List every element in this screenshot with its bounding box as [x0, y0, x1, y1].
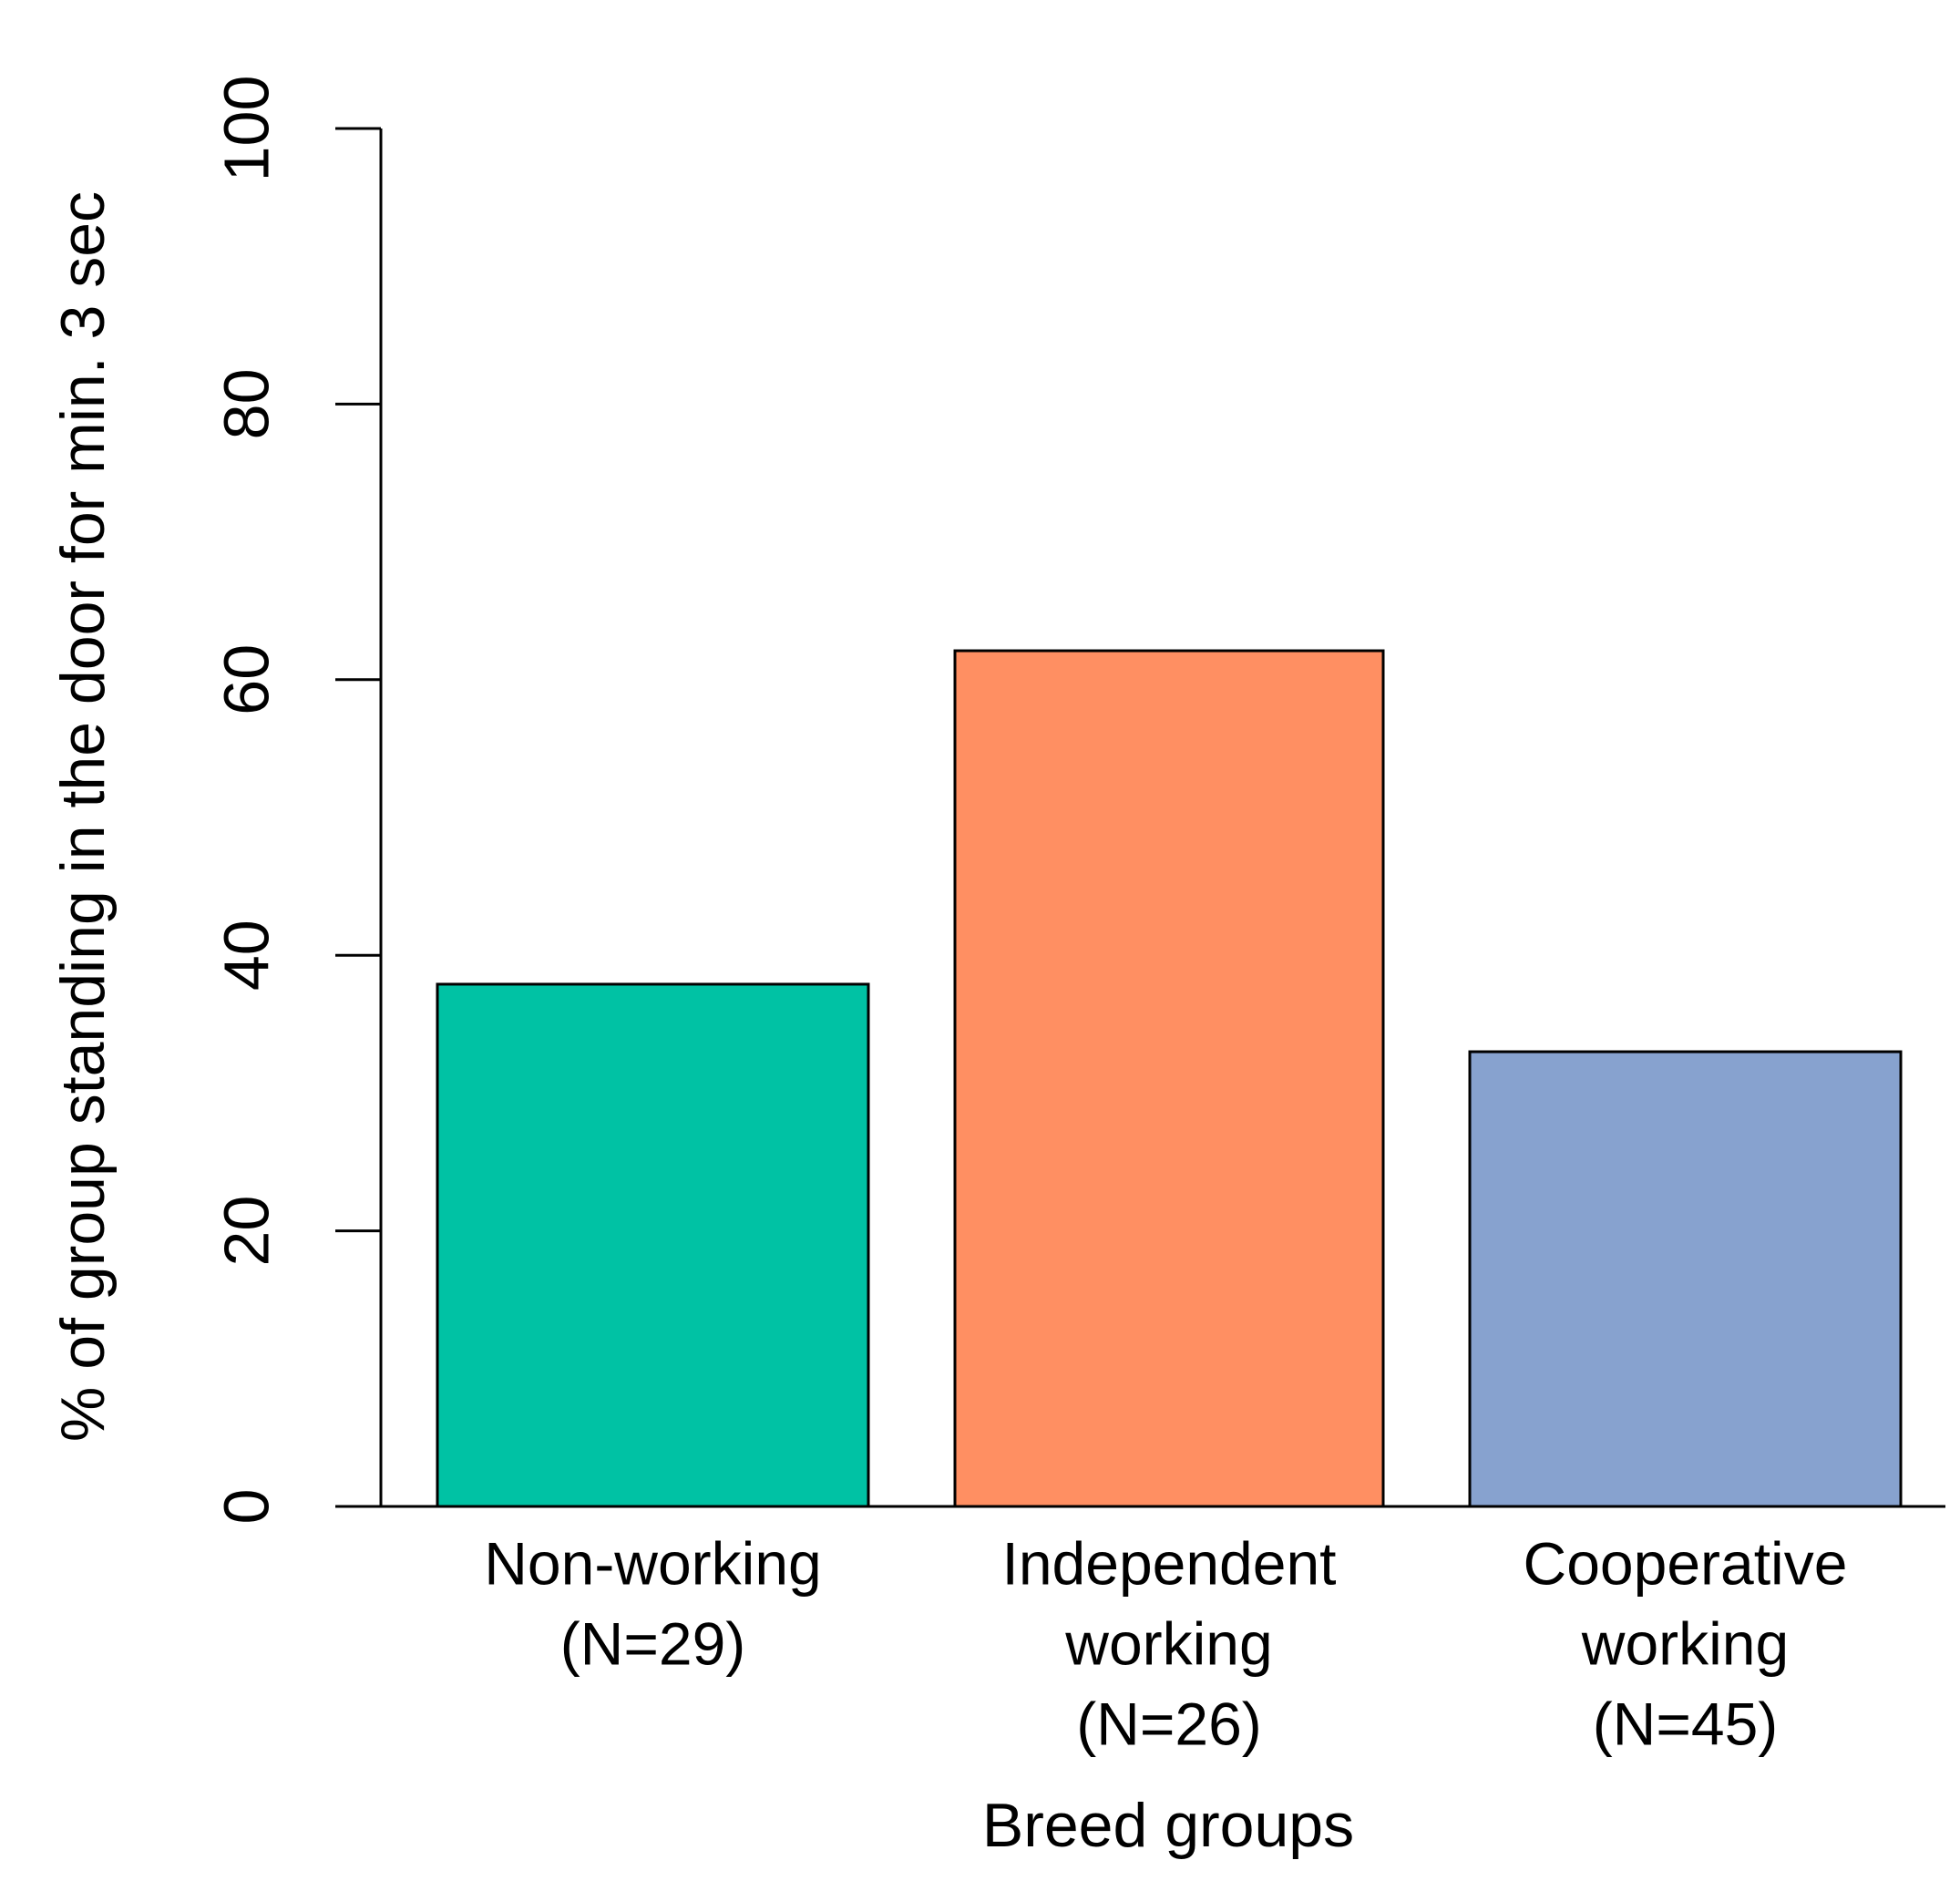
y-tick-label: 80 — [210, 368, 282, 439]
y-tick-label: 0 — [210, 1489, 282, 1525]
y-tick-label: 100 — [210, 76, 282, 182]
bar — [953, 649, 1385, 1508]
x-tick-label: (N=26) — [1076, 1690, 1262, 1757]
x-tick-label: Independent — [1001, 1529, 1336, 1597]
x-axis-label: Breed groups — [982, 1791, 1354, 1860]
x-tick-label: (N=29) — [560, 1609, 746, 1677]
x-tick-label: (N=45) — [1593, 1690, 1779, 1757]
y-axis-label: % of group standing in the door for min.… — [48, 191, 118, 1442]
y-tick-label: 60 — [210, 644, 282, 715]
y-tick-label: 40 — [210, 920, 282, 991]
bar — [1468, 1050, 1903, 1508]
x-tick-label: Cooperative — [1524, 1529, 1848, 1597]
x-tick-label: Non-working — [484, 1529, 821, 1597]
y-tick-label: 20 — [210, 1196, 282, 1267]
x-tick-label: working — [1581, 1609, 1789, 1677]
bar — [436, 982, 870, 1508]
x-tick-label: working — [1064, 1609, 1272, 1677]
